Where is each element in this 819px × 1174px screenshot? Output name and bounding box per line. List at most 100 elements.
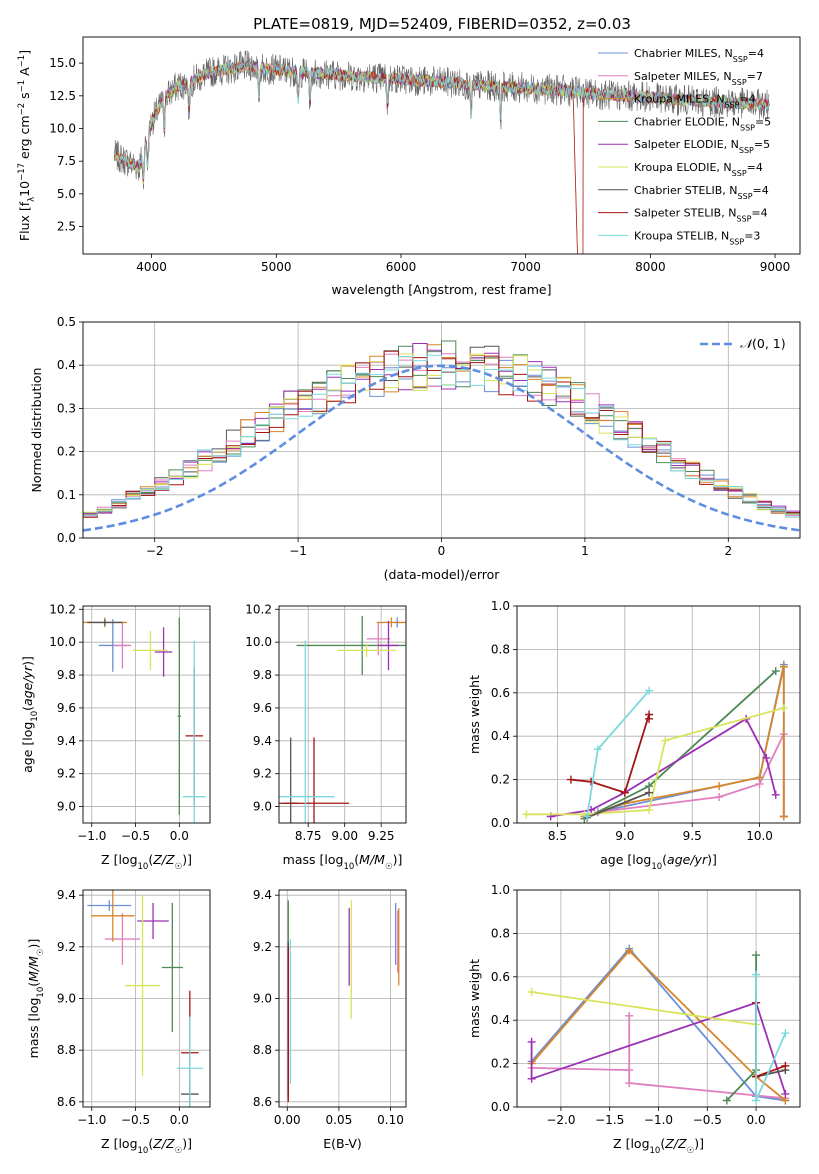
- y-tick-label: 7.5: [57, 154, 76, 168]
- weight-marker: [625, 946, 634, 955]
- weight-series-0: [597, 664, 785, 817]
- weight-series-0: [530, 947, 786, 1102]
- x-tick-label: 0.05: [326, 1113, 353, 1127]
- weight-marker: [625, 1066, 634, 1075]
- y-tick-label: 9.2: [57, 940, 76, 954]
- errorbars: [83, 617, 206, 823]
- x-tick-label: −1.0: [77, 1113, 106, 1127]
- x-tick-label: 9000: [760, 260, 791, 274]
- x-axis-label: E(B-V): [323, 1136, 362, 1151]
- weight-marker: [661, 736, 670, 745]
- weight-marker: [566, 775, 575, 784]
- legend-entry: Chabrier ELODIE, NSSP=5: [634, 115, 771, 131]
- y-tick-label: 9.4: [253, 888, 272, 902]
- x-axis-label: age [log10(age/yr)]: [600, 852, 717, 872]
- weight-marker: [755, 773, 764, 782]
- y-tick-label: 9.6: [253, 701, 272, 715]
- weight-marker: [771, 790, 780, 799]
- axes-frame: [516, 605, 801, 824]
- x-tick-label: −1: [289, 544, 307, 558]
- histogram-series-8: [83, 354, 800, 519]
- x-tick-label: 5000: [261, 260, 292, 274]
- histogram-series-0: [83, 357, 800, 522]
- x-tick-label: 9.5: [683, 829, 702, 843]
- x-tick-label: 0.00: [274, 1113, 301, 1127]
- y-tick-label: 0.2: [57, 445, 76, 459]
- legend-entry: Salpeter MILES, NSSP=7: [634, 70, 763, 87]
- y-tick-label: 0.5: [57, 315, 76, 329]
- weight-marker: [625, 1011, 634, 1020]
- y-tick-label: 8.8: [57, 1043, 76, 1057]
- weight-series-4: [550, 717, 777, 818]
- y-tick-label: 2.5: [57, 220, 76, 234]
- x-tick-label: 0.0: [170, 1113, 189, 1127]
- weight-marker: [527, 1037, 536, 1046]
- weight-marker: [781, 1061, 790, 1070]
- weight-marker: [779, 812, 788, 821]
- y-tick-label: 10.2: [49, 602, 76, 616]
- y-tick-label: 0.4: [491, 1013, 510, 1027]
- weight-marker: [522, 810, 531, 819]
- legend-entry: Kroupa STELIB, NSSP=3: [634, 229, 760, 246]
- y-tick-label: 10.0: [49, 635, 76, 649]
- histogram-series-4: [83, 343, 800, 521]
- x-axis-label: Z [log10(Z/Z☉)]: [101, 852, 192, 872]
- axes-frame: [82, 889, 211, 1108]
- axes-frame: [82, 605, 211, 824]
- y-tick-label: 0.1: [57, 488, 76, 502]
- weight-marker: [625, 1079, 634, 1088]
- y-tick-label: 9.8: [253, 668, 272, 682]
- y-tick-label: 0.3: [57, 401, 76, 415]
- y-tick-label: 0.2: [491, 773, 510, 787]
- y-axis-label: mass weight: [467, 959, 482, 1038]
- y-axis-label: Normed distribution: [29, 368, 44, 493]
- weight-marker: [645, 714, 654, 723]
- legend-entry: Salpeter ELODIE, NSSP=5: [634, 138, 770, 155]
- x-tick-label: 0.0: [747, 1113, 766, 1127]
- errorbars: [279, 615, 406, 823]
- weight-lines: [522, 660, 788, 823]
- y-tick-label: 1.0: [491, 599, 510, 613]
- y-tick-label: 10.0: [245, 635, 272, 649]
- x-tick-label: −0.5: [121, 1113, 150, 1127]
- x-tick-label: 7000: [510, 260, 541, 274]
- x-tick-label: 0.10: [377, 1113, 404, 1127]
- y-tick-label: 9.2: [57, 767, 76, 781]
- y-tick-label: 8.6: [57, 1095, 76, 1109]
- x-tick-label: 1: [581, 544, 589, 558]
- weight-lines: [527, 944, 790, 1105]
- weight-marker: [779, 703, 788, 712]
- x-axis-label: Z [log10(Z/Z☉)]: [101, 1136, 192, 1156]
- weight-marker: [593, 745, 602, 754]
- x-axis-label: Z [log10(Z/Z☉)]: [613, 1136, 704, 1156]
- y-axis-label: Flux [fλ10−17 erg cm−2 s−1 A−1]: [17, 50, 37, 241]
- weight-series-5: [531, 991, 757, 1026]
- x-tick-label: 6000: [386, 260, 417, 274]
- y-tick-label: 5.0: [57, 187, 76, 201]
- y-tick-label: 9.2: [253, 767, 272, 781]
- weight-marker: [752, 951, 761, 960]
- y-tick-label: 9.4: [57, 888, 76, 902]
- weight-marker: [771, 667, 780, 676]
- weight-series-6: [586, 791, 650, 819]
- y-tick-label: 9.8: [57, 668, 76, 682]
- weight-marker: [587, 777, 596, 786]
- x-tick-label: 4000: [136, 260, 167, 274]
- weight-marker: [645, 686, 654, 695]
- y-tick-label: 12.5: [49, 89, 76, 103]
- y-tick-label: 8.8: [253, 1043, 272, 1057]
- spectrum-series-4: [113, 60, 770, 182]
- x-tick-label: −1.5: [595, 1113, 624, 1127]
- weight-series-8: [586, 690, 650, 817]
- x-axis-label: wavelength [Angstrom, rest frame]: [331, 282, 551, 297]
- y-tick-label: 15.0: [49, 56, 76, 70]
- weight-marker: [781, 1029, 790, 1038]
- x-axis-label: (data-model)/error: [384, 567, 501, 582]
- axes-frame: [82, 321, 801, 539]
- x-tick-label: −2.0: [546, 1113, 575, 1127]
- x-tick-label: 9.0: [615, 829, 634, 843]
- legend-entry: Kroupa ELODIE, NSSP=4: [634, 161, 763, 178]
- y-tick-label: 0.6: [491, 970, 510, 984]
- axes-mass-vs-ebv: 0.00 0.05 0.10 8.6 8.8 9.0 9.2 9.4: [253, 888, 406, 1127]
- y-tick-label: 0.2: [491, 1057, 510, 1071]
